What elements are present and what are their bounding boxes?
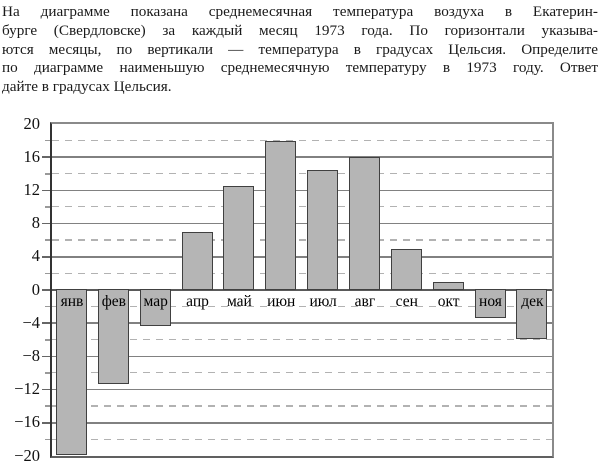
month-label-сен: сен [395, 293, 418, 310]
y-axis-label: −4 [22, 312, 40, 332]
gridline-solid [52, 222, 552, 225]
y-axis-tick [45, 339, 50, 341]
y-axis-tick [42, 388, 50, 391]
y-axis-tick [45, 206, 50, 208]
chart-bar-фев [97, 289, 129, 385]
y-axis-tick [42, 322, 50, 324]
y-axis-label: 16 [23, 146, 41, 166]
month-label-июл: июл [309, 293, 337, 310]
y-axis-label: 8 [31, 213, 40, 233]
chart-bar-авг [348, 157, 380, 290]
y-axis-tick [45, 405, 50, 407]
chart-bar-окт [432, 281, 464, 290]
chart-bar-апр [181, 231, 213, 290]
problem-text: На диаграмме показана среднемесячная тем… [2, 3, 598, 97]
gridline-solid [52, 189, 552, 192]
problem-text-line: ются месяцы, по вертикали — температура … [2, 40, 598, 58]
y-axis-tick [45, 173, 50, 175]
month-label-мар: мар [143, 293, 168, 310]
gridline-solid [52, 322, 552, 324]
month-label-авг: авг [354, 293, 376, 310]
month-label-май: май [226, 293, 252, 310]
gridline-dashed [52, 239, 552, 241]
chart-bar-июл [307, 169, 339, 290]
y-axis-label: −16 [14, 412, 40, 432]
chart-bar-ноя [474, 289, 506, 319]
chart-bar-июн [265, 140, 297, 290]
gridline-solid [52, 256, 552, 258]
gridline-dashed [52, 372, 552, 374]
y-axis-label: 12 [23, 179, 41, 199]
gridline-solid [52, 289, 552, 291]
gridline-dashed [52, 405, 552, 407]
y-axis-tick [45, 139, 50, 142]
problem-text-line: по диаграмме наименьшую среднемесячную т… [2, 59, 598, 77]
problem-text-line: На диаграмме показана среднемесячная тем… [2, 3, 598, 20]
gridline-solid [52, 355, 552, 358]
y-axis-tick [45, 305, 50, 308]
gridline-dashed [52, 339, 552, 341]
gridline-solid [52, 388, 552, 391]
month-label-окт: окт [437, 293, 460, 310]
y-axis-label: 0 [31, 279, 40, 299]
y-axis-tick [42, 256, 50, 258]
month-label-фев: фев [101, 293, 126, 310]
gridline-solid [52, 156, 552, 158]
gridline-solid [52, 422, 552, 424]
y-axis-tick [42, 189, 50, 192]
chart-bar-сен [390, 248, 422, 290]
y-axis-tick [45, 272, 50, 275]
gridline-dashed [52, 272, 552, 274]
y-axis-tick [42, 222, 50, 225]
month-label-апр: апр [186, 293, 209, 310]
y-axis-tick [42, 355, 50, 358]
y-axis-label: −8 [22, 345, 40, 365]
y-axis-tick [45, 438, 50, 441]
month-label-июн: июн [267, 293, 296, 310]
y-axis-label: 20 [23, 113, 41, 133]
problem-text-line: бурге (Свердловске) за каждый месяц 1973… [2, 21, 598, 39]
y-axis-tick [42, 422, 50, 424]
chart-bar-янв [56, 289, 87, 455]
month-label-ноя: ноя [479, 293, 502, 310]
problem-text-line: дайте в градусах Цельсия. [2, 78, 172, 96]
gridline-dashed [52, 438, 552, 440]
y-axis-tick [42, 156, 50, 158]
gridline-dashed [52, 206, 552, 208]
chart-bar-дек [516, 289, 548, 339]
month-label-янв: янв [60, 293, 84, 310]
y-axis-tick [45, 372, 50, 374]
y-axis-tick [45, 239, 50, 241]
y-axis-label: −12 [14, 379, 40, 399]
temperature-bar-chart: янв фев мар апр май июн июл авг сен окт ноя дек 20 1… [0, 100, 600, 469]
y-axis-label: 4 [31, 246, 40, 266]
gridline-dashed [52, 305, 552, 308]
gridline-dashed [52, 139, 552, 142]
chart-bar-мар [139, 289, 171, 327]
month-label-дек: дек [521, 293, 544, 310]
chart-bar-май [223, 186, 255, 290]
gridline-dashed [52, 173, 552, 175]
y-axis-tick [42, 289, 50, 291]
y-axis-label: −20 [14, 445, 40, 465]
plot-area: янв фев мар апр май июн июл авг сен окт ноя дек [50, 122, 554, 458]
